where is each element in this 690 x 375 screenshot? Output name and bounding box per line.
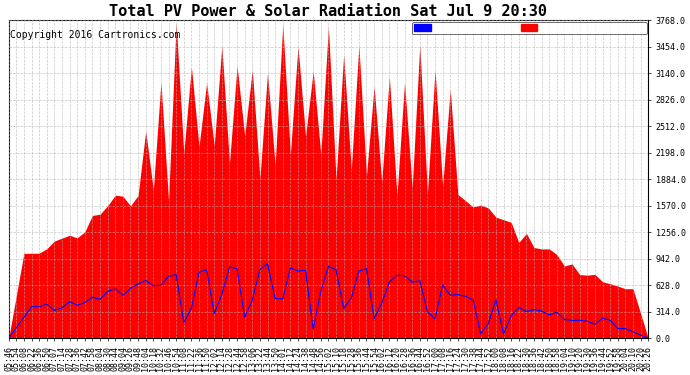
Text: Copyright 2016 Cartronics.com: Copyright 2016 Cartronics.com [10,30,180,40]
Title: Total PV Power & Solar Radiation Sat Jul 9 20:30: Total PV Power & Solar Radiation Sat Jul… [110,4,547,19]
Legend: Radiation  (W/m2), PV Panels  (DC Watts): Radiation (W/m2), PV Panels (DC Watts) [413,22,647,34]
